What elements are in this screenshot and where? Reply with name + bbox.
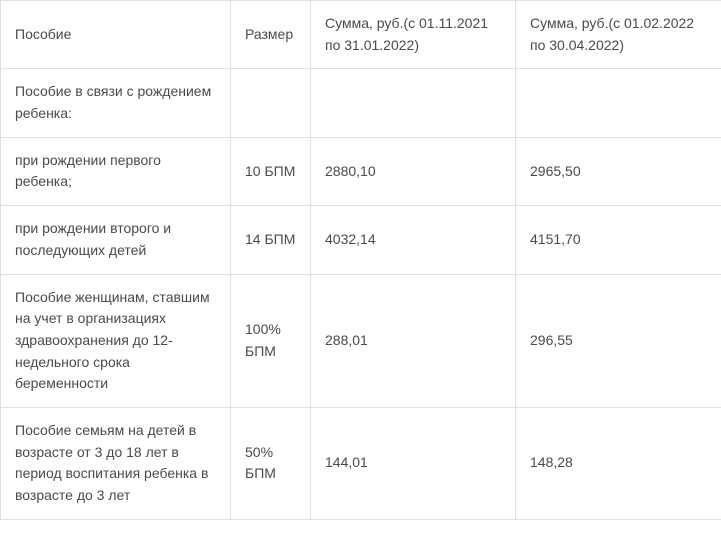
cell-size: 100% БПМ	[231, 274, 311, 407]
cell-amount1: 2880,10	[311, 137, 516, 205]
cell-amount1: 4032,14	[311, 206, 516, 274]
col-header-amount-period1: Сумма, руб.(с 01.11.2021 по 31.01.2022)	[311, 1, 516, 69]
table-row: при рождении первого ребенка; 10 БПМ 288…	[1, 137, 721, 205]
table-header-row: Пособие Размер Сумма, руб.(с 01.11.2021 …	[1, 1, 721, 69]
table-row: Пособие в связи с рождением ребенка:	[1, 69, 721, 137]
cell-size: 10 БПМ	[231, 137, 311, 205]
col-header-benefit: Пособие	[1, 1, 231, 69]
cell-size	[231, 69, 311, 137]
cell-amount2: 2965,50	[516, 137, 721, 205]
cell-amount2	[516, 69, 721, 137]
cell-amount1: 288,01	[311, 274, 516, 407]
cell-benefit: Пособие семьям на детей в возрасте от 3 …	[1, 407, 231, 519]
cell-amount2: 148,28	[516, 407, 721, 519]
cell-size: 50% БПМ	[231, 407, 311, 519]
cell-benefit: Пособие в связи с рождением ребенка:	[1, 69, 231, 137]
col-header-amount-period2: Сумма, руб.(с 01.02.2022 по 30.04.2022)	[516, 1, 721, 69]
cell-amount1: 144,01	[311, 407, 516, 519]
cell-amount2: 296,55	[516, 274, 721, 407]
table-row: при рождении второго и последующих детей…	[1, 206, 721, 274]
col-header-size: Размер	[231, 1, 311, 69]
cell-benefit: при рождении второго и последующих детей	[1, 206, 231, 274]
cell-amount2: 4151,70	[516, 206, 721, 274]
cell-benefit: при рождении первого ребенка;	[1, 137, 231, 205]
cell-benefit: Пособие женщинам, ставшим на учет в орга…	[1, 274, 231, 407]
table-row: Пособие женщинам, ставшим на учет в орга…	[1, 274, 721, 407]
benefits-table: Пособие Размер Сумма, руб.(с 01.11.2021 …	[0, 0, 721, 520]
cell-amount1	[311, 69, 516, 137]
cell-size: 14 БПМ	[231, 206, 311, 274]
table-row: Пособие семьям на детей в возрасте от 3 …	[1, 407, 721, 519]
